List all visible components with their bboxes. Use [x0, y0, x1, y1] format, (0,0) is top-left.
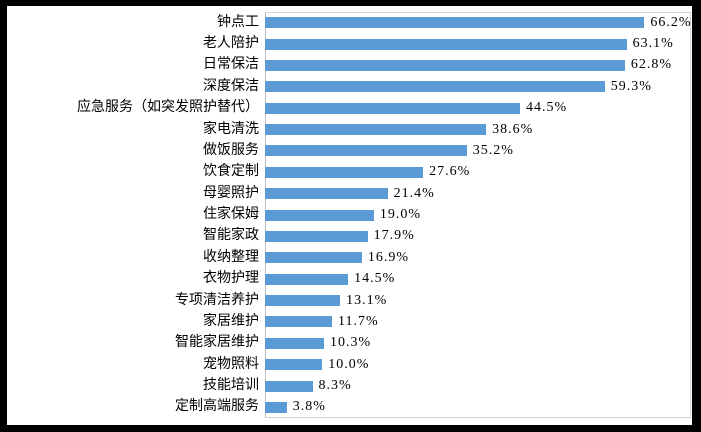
bar-cell: 10.0% [265, 354, 691, 375]
bar [265, 38, 627, 50]
category-label: 老人陪护 [203, 36, 259, 52]
bar [265, 316, 333, 328]
bar [265, 81, 605, 93]
category-label: 家电清洗 [203, 121, 259, 137]
bar-cell: 38.6% [265, 119, 691, 140]
bar [265, 102, 520, 114]
bar-row: 家电清洗 38.6% [7, 119, 691, 140]
value-label: 38.6% [492, 121, 534, 137]
bar-row: 住家保姆 19.0% [7, 204, 691, 225]
category-label: 智能家政 [203, 228, 259, 244]
value-label: 8.3% [318, 378, 352, 394]
bar-cell: 44.5% [265, 98, 691, 119]
bar-row: 智能家政 17.9% [7, 226, 691, 247]
bar-row: 智能家居维护 10.3% [7, 333, 691, 354]
bar-row: 母婴照护 21.4% [7, 183, 691, 204]
bar-row: 家居维护 11.7% [7, 311, 691, 332]
bar-cell: 3.8% [265, 397, 691, 418]
bar-row: 钟点工 66.2% [7, 12, 691, 33]
bar [265, 166, 424, 178]
bar-row: 日常保洁 62.8% [7, 55, 691, 76]
value-label: 59.3% [610, 78, 652, 94]
bar-row: 专项清洁养护 13.1% [7, 290, 691, 311]
bar-cell: 35.2% [265, 140, 691, 161]
category-label: 日常保洁 [203, 57, 259, 73]
bar-cell: 59.3% [265, 76, 691, 97]
category-label: 住家保姆 [203, 207, 259, 223]
value-label: 19.0% [379, 207, 422, 223]
bar [265, 188, 388, 200]
category-label: 家居维护 [203, 313, 259, 329]
bar [265, 380, 313, 392]
value-label: 27.6% [429, 164, 471, 180]
value-label: 35.2% [472, 142, 514, 158]
bar-cell: 10.3% [265, 333, 691, 354]
category-label: 收纳整理 [203, 249, 259, 265]
bar [265, 359, 323, 371]
bar-cell: 11.7% [265, 311, 691, 332]
bar [265, 145, 467, 157]
value-label: 66.2% [650, 14, 692, 30]
bar-row: 收纳整理 16.9% [7, 247, 691, 268]
category-label: 饮食定制 [203, 164, 259, 180]
category-label: 智能家居维护 [175, 335, 259, 351]
category-label: 钟点工 [217, 14, 259, 30]
bar-cell: 14.5% [265, 269, 691, 290]
category-label: 技能培训 [203, 378, 259, 394]
bar-row: 技能培训 8.3% [7, 375, 691, 396]
bar-cell: 13.1% [265, 290, 691, 311]
bar-row: 宠物照料 10.0% [7, 354, 691, 375]
value-label: 11.7% [338, 313, 379, 329]
bar [265, 124, 487, 136]
bar-row: 做饭服务 35.2% [7, 140, 691, 161]
category-label: 做饭服务 [203, 142, 259, 158]
bar-cell: 27.6% [265, 162, 691, 183]
bar [265, 337, 325, 349]
bar-cell: 8.3% [265, 375, 691, 396]
category-label: 定制高端服务 [175, 399, 259, 415]
category-label: 母婴照护 [203, 185, 259, 201]
bar-cell: 63.1% [265, 33, 691, 54]
bar [265, 209, 374, 221]
bar-cell: 19.0% [265, 204, 691, 225]
value-label: 13.1% [346, 292, 388, 308]
bar-chart: 钟点工 66.2% 老人陪护 63.1% 日常保洁 62.8% 深度保洁 59.3% 应急服务（… [7, 6, 692, 425]
bar [265, 295, 341, 307]
value-label: 14.5% [354, 271, 396, 287]
bar-rows-container: 钟点工 66.2% 老人陪护 63.1% 日常保洁 62.8% 深度保洁 59.3% 应急服务（… [7, 12, 691, 418]
bar-row: 衣物护理 14.5% [7, 269, 691, 290]
bar-cell: 62.8% [265, 55, 691, 76]
bar [265, 17, 645, 29]
bar-row: 老人陪护 63.1% [7, 33, 691, 54]
value-label: 10.3% [330, 335, 372, 351]
value-label: 63.1% [632, 36, 674, 52]
bar [265, 59, 625, 71]
category-label: 专项清洁养护 [175, 292, 259, 308]
value-label: 10.0% [328, 356, 370, 372]
value-label: 44.5% [525, 100, 568, 116]
value-label: 17.9% [373, 228, 415, 244]
category-label: 应急服务（如突发照护替代） [77, 100, 259, 116]
bar-row: 应急服务（如突发照护替代） 44.5% [7, 98, 691, 119]
value-label: 21.4% [393, 185, 435, 201]
category-label: 宠物照料 [203, 356, 259, 372]
category-label: 衣物护理 [203, 271, 259, 287]
bar [265, 230, 368, 242]
bar-row: 定制高端服务 3.8% [7, 397, 691, 418]
value-label: 62.8% [630, 57, 673, 73]
bar-cell: 21.4% [265, 183, 691, 204]
bar [265, 401, 287, 413]
value-label: 3.8% [292, 399, 326, 415]
value-label: 16.9% [367, 249, 409, 265]
category-label: 深度保洁 [203, 78, 259, 94]
bar-cell: 66.2% [265, 12, 691, 33]
bar-cell: 17.9% [265, 226, 691, 247]
bar-cell: 16.9% [265, 247, 691, 268]
bar-row: 饮食定制 27.6% [7, 162, 691, 183]
bar [265, 273, 349, 285]
bar-row: 深度保洁 59.3% [7, 76, 691, 97]
bar [265, 252, 362, 264]
